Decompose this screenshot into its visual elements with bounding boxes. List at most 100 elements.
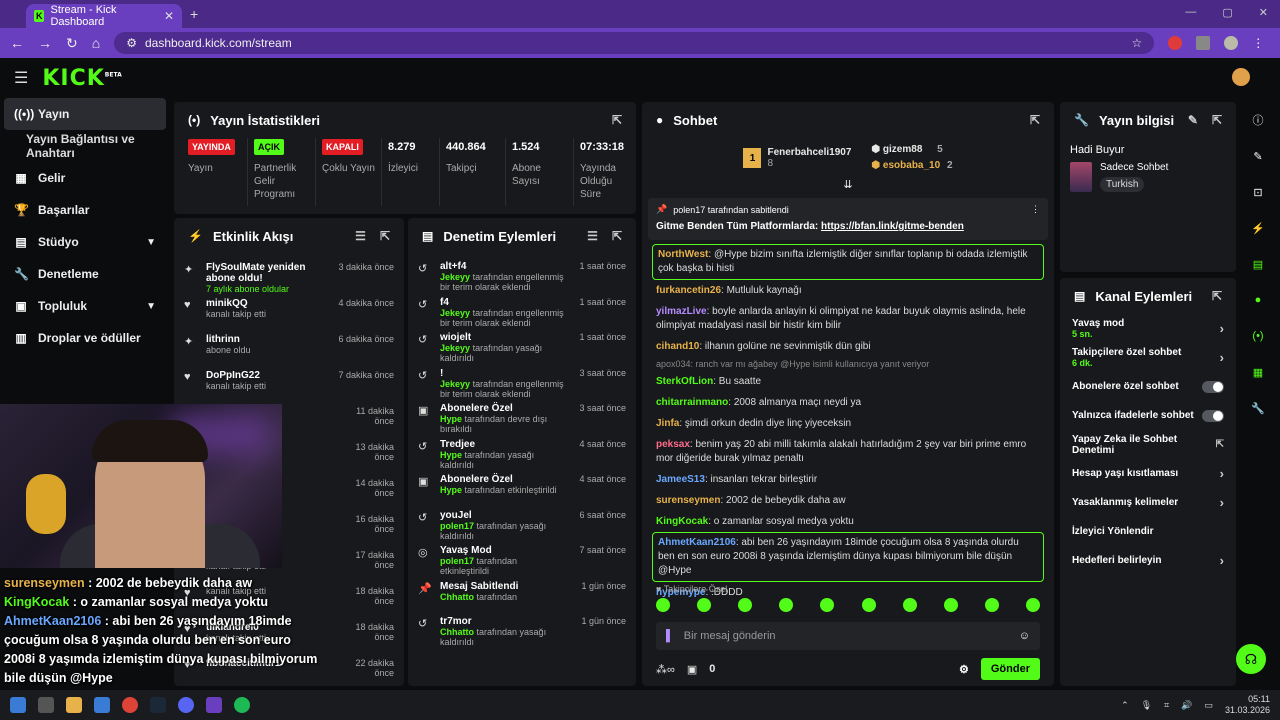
toggle-switch[interactable] [1202, 409, 1224, 422]
file-explorer-icon[interactable] [66, 697, 82, 713]
channel-action-item[interactable]: Abonelere özel sohbet [1060, 372, 1236, 401]
popout-icon[interactable]: ⇱ [1029, 113, 1040, 127]
emote-icon[interactable] [902, 598, 917, 612]
back-icon[interactable]: ← [10, 35, 24, 51]
extension-icon[interactable] [1168, 36, 1183, 50]
crop-icon[interactable]: ⊡ [1253, 186, 1263, 199]
spotify-icon[interactable] [234, 697, 250, 713]
reload-icon[interactable]: ↻ [66, 34, 78, 51]
steam-icon[interactable] [150, 697, 166, 713]
chat-username[interactable]: Jinfa [656, 417, 680, 429]
moderator-name[interactable]: Hype [440, 449, 463, 460]
emote-icon[interactable] [738, 598, 753, 612]
chat-username[interactable]: yilmazLive [656, 305, 707, 317]
url-field[interactable]: ⚙ dashboard.kick.com/stream ☆ [114, 32, 1155, 54]
moderator-name[interactable]: Jekeyy [440, 272, 471, 282]
moderator-name[interactable]: Hype [440, 414, 463, 424]
chat-username[interactable]: JameeS13 [656, 473, 705, 485]
gift-icon[interactable]: ▣ [686, 663, 698, 676]
moderator-name[interactable]: Jekeyy [440, 343, 471, 353]
site-info-icon[interactable]: ⚙ [126, 36, 137, 50]
menu-icon[interactable]: ⋮ [1252, 36, 1265, 50]
store-icon[interactable] [94, 697, 110, 713]
minimize-icon[interactable]: — [1185, 6, 1197, 18]
send-button[interactable]: Gönder [980, 658, 1040, 680]
document-icon[interactable]: ▤ [1252, 258, 1264, 271]
broadcast-icon[interactable]: (•) [1252, 330, 1264, 342]
emote-icon[interactable] [1025, 598, 1040, 612]
popout-icon[interactable]: ⇱ [379, 229, 390, 243]
chevron-up-icon[interactable]: ⌃ [1121, 699, 1129, 710]
chat-username[interactable]: hypemype [656, 586, 706, 598]
clock[interactable]: 05:11 31.03.2026 [1224, 694, 1270, 715]
chat-username[interactable]: surenseymen [656, 494, 721, 506]
maximize-icon[interactable]: ▢ [1222, 7, 1233, 19]
popout-icon[interactable]: ⇱ [611, 229, 622, 243]
channel-action-item[interactable]: İzleyici Yönlendir [1060, 517, 1236, 546]
channel-action-item[interactable]: Yapay Zeka ile Sohbet Denetimi ⇱ [1060, 430, 1236, 459]
chat-username[interactable]: AhmetKaan2106 [658, 537, 736, 548]
new-tab-icon[interactable]: + [190, 6, 199, 22]
bookmark-star-icon[interactable]: ☆ [1131, 36, 1143, 50]
moderator-name[interactable]: Jekeyy [440, 307, 471, 318]
mic-icon[interactable]: 🎙 [1140, 699, 1153, 710]
edit-icon[interactable]: ✎ [1187, 113, 1198, 127]
chat-username[interactable]: KingKocak [656, 515, 709, 527]
pinned-link[interactable]: https://bfan.link/gitme-benden [821, 221, 964, 232]
support-headset-icon[interactable]: ☊ [1236, 644, 1266, 674]
close-window-icon[interactable]: ✕ [1258, 7, 1268, 19]
scroll-down-icon[interactable]: ⇊ [843, 179, 853, 191]
network-icon[interactable]: ⌗ [1164, 699, 1170, 710]
forward-icon[interactable]: → [38, 35, 52, 51]
app-icon[interactable] [206, 697, 222, 713]
sidebar-item-yayin[interactable]: ((•)) Yayın [4, 98, 166, 130]
moderator-name[interactable]: Hype [440, 485, 463, 495]
emote-icon[interactable] [984, 598, 999, 612]
channel-action-item[interactable]: Yalnızca ifadelerle sohbet [1060, 401, 1236, 430]
chrome-icon[interactable] [122, 697, 138, 713]
moderator-name[interactable]: Jekeyy [440, 378, 471, 389]
emote-icon[interactable] [943, 598, 958, 612]
moderator-name[interactable]: Chhatto [440, 627, 474, 637]
chat-username[interactable]: cihand10 [656, 340, 700, 352]
popout-icon[interactable]: ⇱ [1211, 289, 1222, 303]
sidebar-item-topluluk[interactable]: ▣ Topluluk ▼ [15, 299, 156, 313]
settings-icon[interactable]: ⚙ [959, 663, 969, 676]
search-icon[interactable] [38, 697, 54, 713]
sidebar-item-studyo[interactable]: ▤ Stüdyo ▼ [15, 235, 156, 249]
emote-icon[interactable] [656, 598, 670, 612]
filter-icon[interactable]: ☰ [355, 229, 366, 243]
info-icon[interactable]: ⓘ [1252, 115, 1264, 127]
kick-logo[interactable]: KICKBETA [42, 65, 122, 91]
chat-username[interactable]: chitarrainmano [656, 396, 729, 408]
discord-icon[interactable] [178, 697, 194, 713]
hamburger-icon[interactable]: ☰ [14, 70, 29, 87]
close-tab-icon[interactable]: ✕ [163, 9, 174, 23]
moderator-name[interactable]: Chhatto [440, 591, 474, 602]
sidebar-item-stream-key[interactable]: Yayın Bağlantısı ve Anahtarı [26, 132, 135, 160]
emote-icon[interactable] [861, 598, 876, 612]
more-icon[interactable]: ⋮ [1031, 204, 1040, 214]
channel-action-item[interactable]: Hedefleri belirleyin › [1060, 546, 1236, 575]
emoji-icon[interactable]: ☺ [1018, 630, 1030, 642]
battery-icon[interactable]: ▭ [1204, 699, 1213, 710]
browser-tab[interactable]: K Stream - Kick Dashboard ✕ [26, 4, 182, 28]
lightning-icon[interactable]: ⚡ [1251, 222, 1265, 235]
user-avatar[interactable] [1232, 68, 1250, 86]
emote-icon[interactable] [697, 598, 712, 612]
moderator-name[interactable]: polen17 [440, 556, 475, 566]
chat-icon[interactable]: ● [1254, 294, 1262, 306]
sidebar-item-droplar[interactable]: ▥ Droplar ve ödüller [15, 331, 141, 345]
volume-icon[interactable]: 🔊 [1181, 699, 1193, 710]
channel-action-item[interactable]: Yasaklanmış kelimeler › [1060, 488, 1236, 517]
sidebar-item-basarilar[interactable]: 🏆 Başarılar [14, 203, 90, 217]
chat-username[interactable]: furkancetin26 [656, 284, 722, 296]
points-icon[interactable]: ⁂∞ [656, 663, 675, 676]
windows-start-icon[interactable] [10, 697, 26, 713]
filter-icon[interactable]: ☰ [587, 229, 598, 243]
popout-icon[interactable]: ⇱ [611, 113, 622, 127]
edit-icon[interactable]: ✎ [1253, 150, 1263, 163]
emote-icon[interactable] [820, 598, 835, 612]
emote-icon[interactable] [779, 598, 794, 612]
toggle-switch[interactable] [1202, 380, 1224, 393]
